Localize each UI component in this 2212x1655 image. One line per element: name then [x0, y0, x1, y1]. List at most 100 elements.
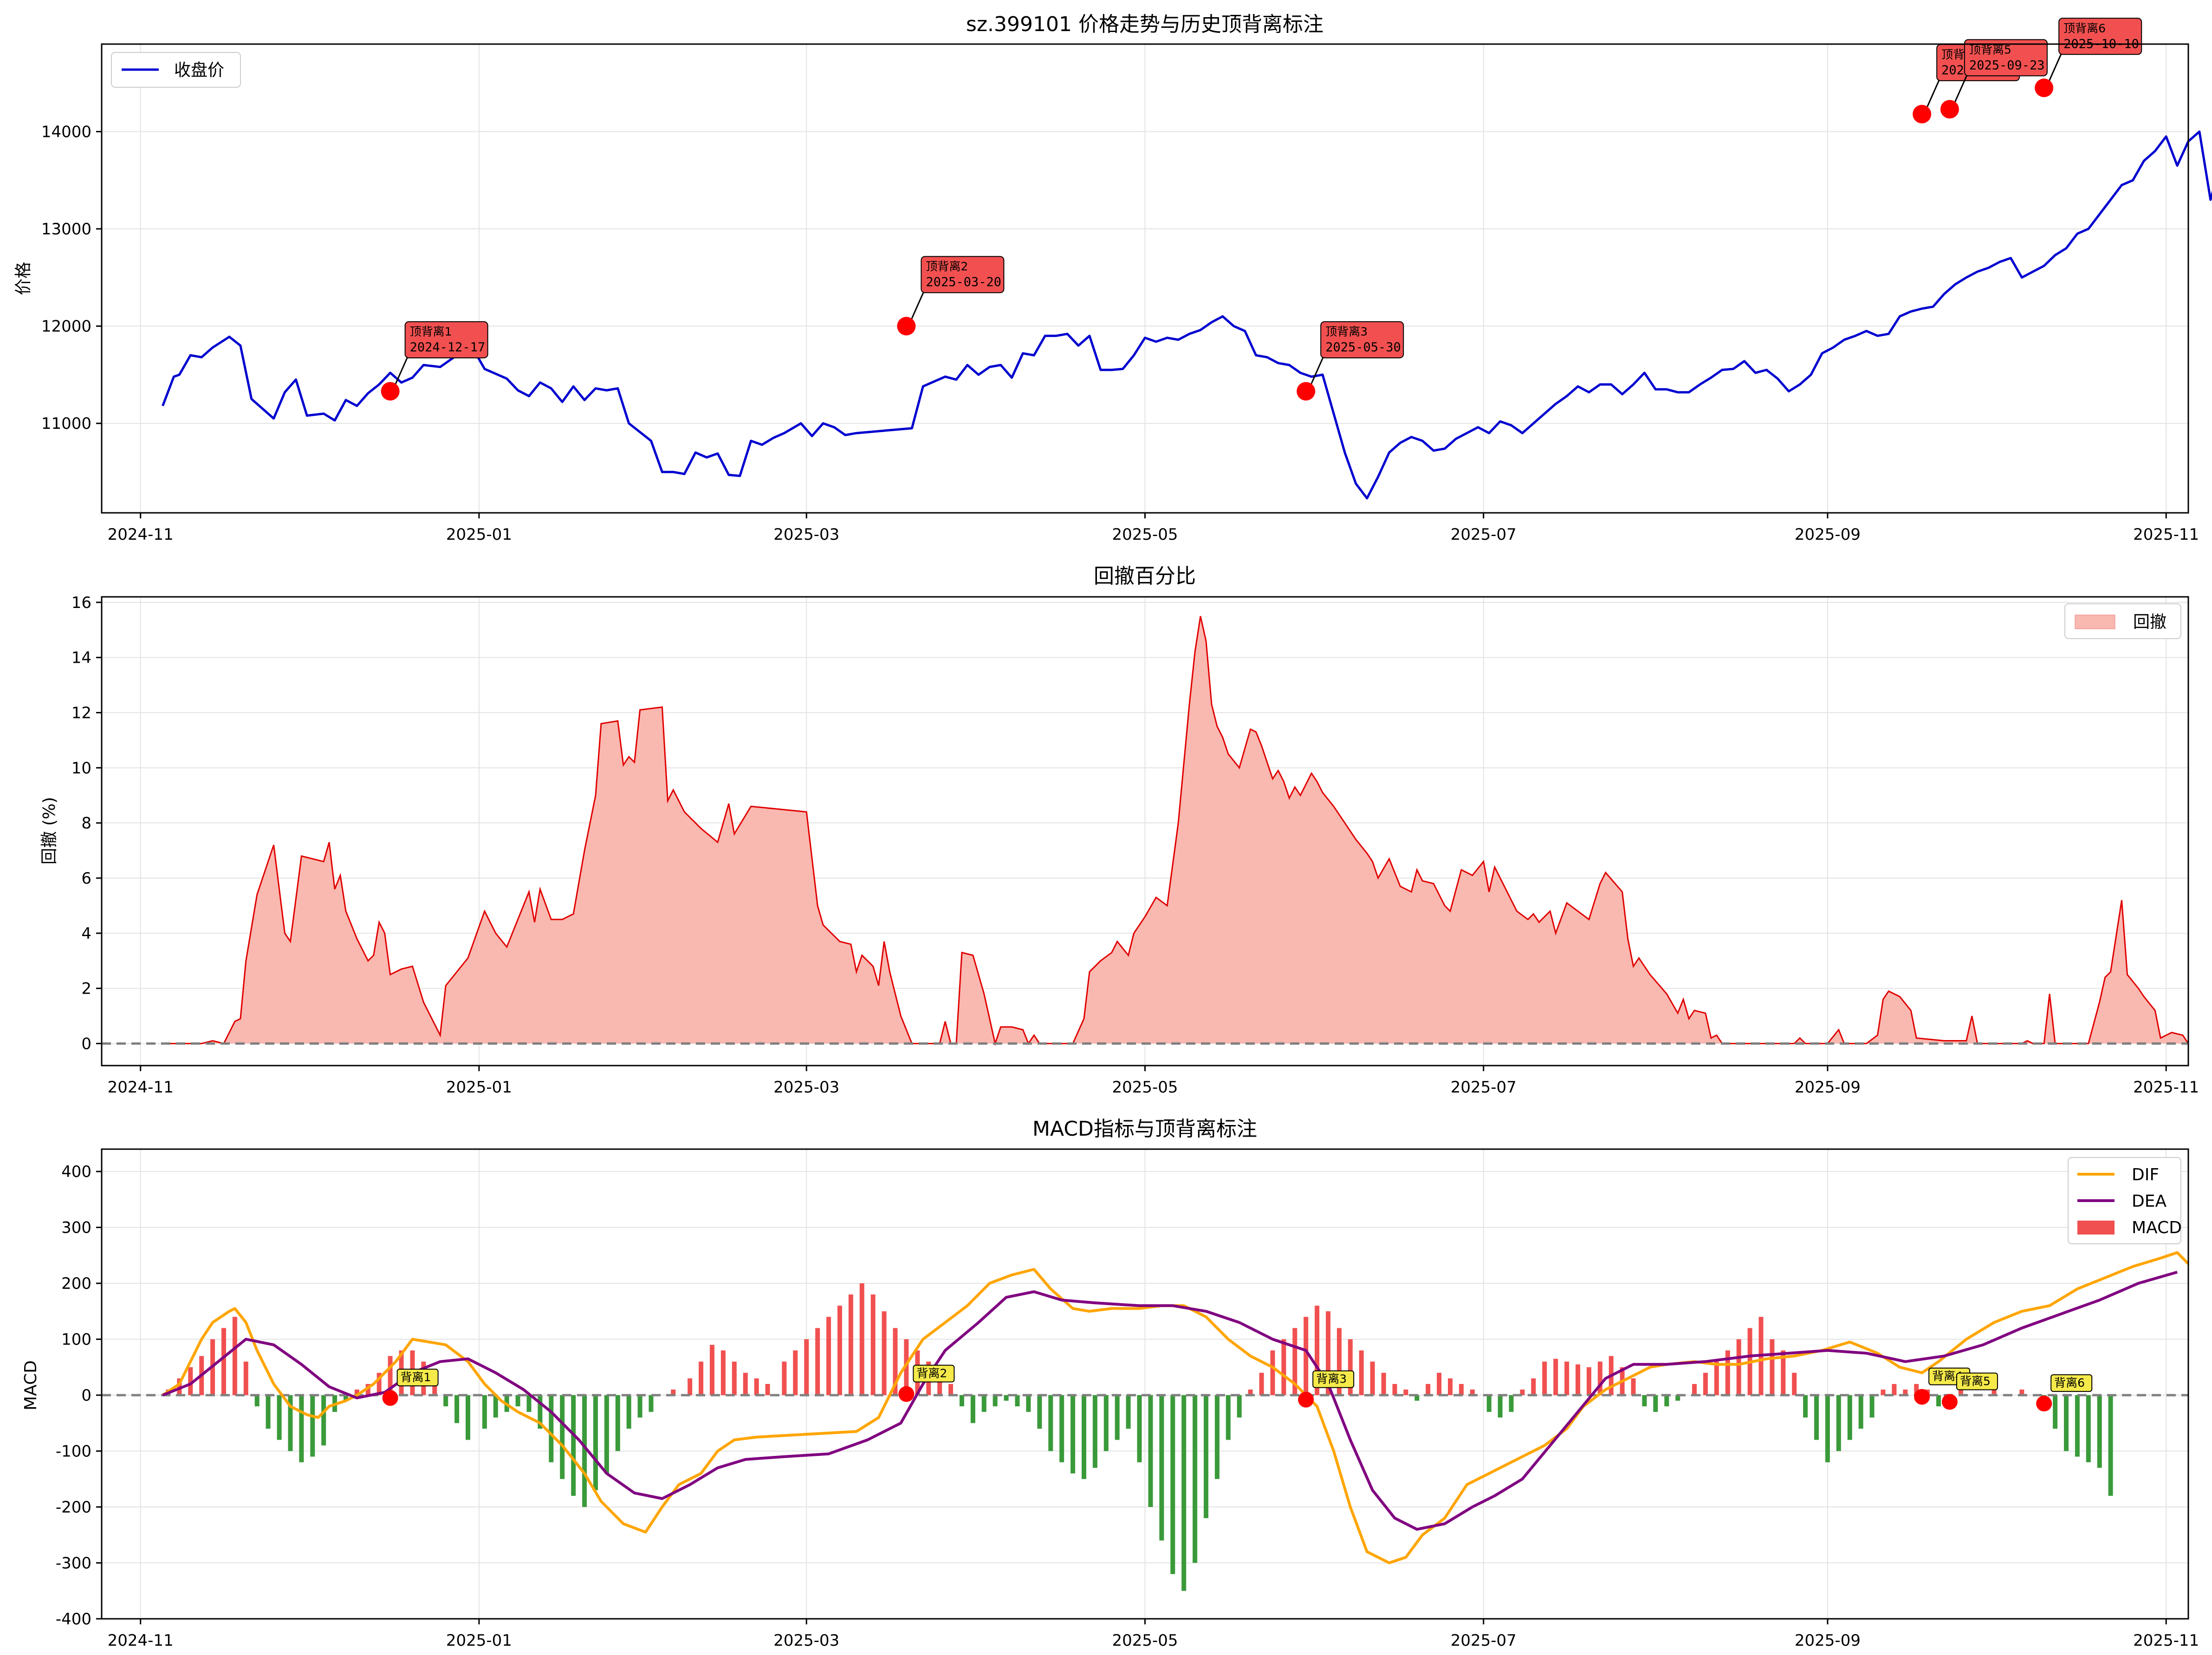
- macd-bar-61: [870, 1294, 876, 1396]
- macd-bar-126: [1597, 1361, 1602, 1396]
- macd-bar-70: [970, 1395, 975, 1423]
- macd-bar-10: [277, 1395, 282, 1440]
- p1-xtick-label-0: 2024-11: [108, 525, 174, 544]
- macd-bar-142: [1781, 1350, 1786, 1396]
- macd-bar-81: [1092, 1395, 1097, 1468]
- p2-ytick-label-1: 2: [81, 980, 91, 998]
- p3-ytick-label-0: -400: [56, 1610, 91, 1629]
- macd-bar-69: [960, 1395, 964, 1407]
- macd-dif-line: [162, 1251, 2190, 1564]
- p3-xtick-label-4: 2025-07: [1451, 1631, 1517, 1650]
- macd-bar-150: [1869, 1395, 1875, 1418]
- p2-xtick-label-5: 2025-09: [1795, 1078, 1861, 1097]
- macd-bar-82: [1103, 1395, 1109, 1451]
- price-marker-label-3: 顶背离3: [1325, 325, 1368, 338]
- macd-bar-51: [754, 1378, 759, 1396]
- price-panel: sz.399101 价格走势与历史顶背离标注 顶背离12024-12-17顶背离…: [14, 13, 2212, 544]
- price-marker-box-1: [404, 321, 488, 359]
- macd-bar-115: [1470, 1390, 1475, 1395]
- p3-ytick-label-1: -300: [56, 1554, 91, 1573]
- macd-y-axis-label: MACD: [21, 1360, 40, 1410]
- macd-bar-87: [1159, 1395, 1164, 1541]
- p3-ytick-label-2: -200: [56, 1498, 91, 1517]
- macd-bar-167: [2108, 1395, 2113, 1496]
- p3-ytick-label-4: 0: [81, 1386, 91, 1405]
- macd-bar-143: [1792, 1372, 1797, 1396]
- macd-bar-100: [1304, 1317, 1309, 1396]
- macd-bar-124: [1576, 1364, 1580, 1396]
- macd-bar-6: [232, 1317, 237, 1396]
- p3-xtick-label-6: 2025-11: [2133, 1631, 2199, 1650]
- macd-bar-136: [1714, 1361, 1719, 1396]
- drawdown-legend: 回撤: [2064, 603, 2181, 639]
- macd-bar-117: [1498, 1395, 1503, 1418]
- macd-bar-165: [2086, 1395, 2091, 1462]
- macd-bar-50: [743, 1372, 748, 1396]
- p3-xtick-label-2: 2025-03: [773, 1631, 839, 1650]
- macd-bar-133: [1675, 1395, 1680, 1401]
- macd-bar-78: [1059, 1395, 1064, 1462]
- macd-bar-90: [1193, 1395, 1198, 1563]
- macd-bar-9: [266, 1395, 271, 1429]
- macd-bar-125: [1586, 1367, 1591, 1396]
- price-marker-dot-2: [897, 317, 916, 336]
- macd-bar-137: [1725, 1350, 1730, 1396]
- macd-bar-28: [482, 1395, 487, 1429]
- macd-dea-line: [162, 1271, 2178, 1531]
- macd-bar-118: [1509, 1395, 1514, 1412]
- macd-legend: DIF DEA MACD: [2068, 1157, 2182, 1244]
- p3-xtick-label-0: 2024-11: [108, 1631, 174, 1650]
- price-marker-date-5: 2025-09-23: [1969, 58, 2045, 72]
- macd-legend-dif-label: DIF: [2132, 1165, 2159, 1184]
- macd-bar-38: [593, 1395, 598, 1490]
- macd-bar-116: [1486, 1395, 1492, 1412]
- macd-bar-120: [1531, 1378, 1536, 1396]
- price-marker-label-6: 顶背离6: [2063, 21, 2106, 35]
- macd-bar-134: [1692, 1384, 1697, 1396]
- macd-bar-47: [710, 1345, 714, 1396]
- macd-bar-76: [1037, 1395, 1042, 1429]
- p1-xtick-label-6: 2025-11: [2133, 525, 2199, 544]
- macd-bar-109: [1403, 1390, 1408, 1395]
- price-y-ticks: 11000 12000 13000 14000: [41, 123, 102, 433]
- macd-bar-19: [376, 1372, 382, 1396]
- macd-bar-149: [1858, 1395, 1863, 1429]
- macd-bar-88: [1170, 1395, 1175, 1574]
- macd-bar-71: [981, 1395, 986, 1412]
- p1-xtick-label-4: 2025-07: [1451, 525, 1517, 544]
- macd-bar-97: [1270, 1350, 1275, 1396]
- p2-ytick-label-5: 10: [71, 759, 91, 777]
- macd-bar-146: [1825, 1395, 1830, 1462]
- macd-marker-label-5: 背离5: [1960, 1375, 1991, 1388]
- p1-ytick-label-3: 14000: [41, 123, 91, 142]
- macd-marker-dot-1: [382, 1390, 398, 1406]
- macd-bar-63: [893, 1328, 898, 1396]
- price-marker-dot-5: [1940, 100, 1959, 119]
- price-marker-label-1: 顶背离1: [410, 325, 452, 338]
- macd-bar-80: [1082, 1395, 1086, 1479]
- macd-bar-102: [1326, 1311, 1330, 1396]
- p1-xtick-label-1: 2025-01: [446, 525, 512, 544]
- p3-ytick-label-7: 300: [61, 1219, 91, 1237]
- macd-marker-label-2: 背离2: [916, 1367, 947, 1380]
- p2-xtick-label-2: 2025-03: [773, 1078, 839, 1097]
- macd-bar-67: [937, 1372, 942, 1396]
- macd-bar-112: [1437, 1372, 1442, 1396]
- macd-bar-55: [804, 1339, 809, 1396]
- macd-bar-101: [1315, 1306, 1320, 1396]
- macd-y-ticks: -400 -300 -200 -100 0 100 200 300 400: [56, 1163, 102, 1629]
- macd-marker-box-2: [913, 1364, 955, 1383]
- macd-x-ticks: 2024-11 2025-01 2025-03 2025-05 2025-07 2025-…: [108, 1619, 2199, 1650]
- price-marker-box-6: [2058, 18, 2142, 55]
- macd-bar-130: [1642, 1395, 1647, 1407]
- price-marker-date-1: 2024-12-17: [410, 340, 486, 355]
- macd-bar-113: [1448, 1378, 1453, 1396]
- macd-bar-58: [837, 1306, 842, 1396]
- macd-bar-36: [571, 1395, 576, 1496]
- p2-xtick-label-4: 2025-07: [1451, 1078, 1517, 1097]
- drawdown-y-axis-label: 回撤 (%): [40, 797, 59, 865]
- macd-bar-26: [454, 1395, 460, 1423]
- p3-ytick-label-6: 200: [61, 1274, 91, 1293]
- macd-bar-8: [254, 1395, 259, 1407]
